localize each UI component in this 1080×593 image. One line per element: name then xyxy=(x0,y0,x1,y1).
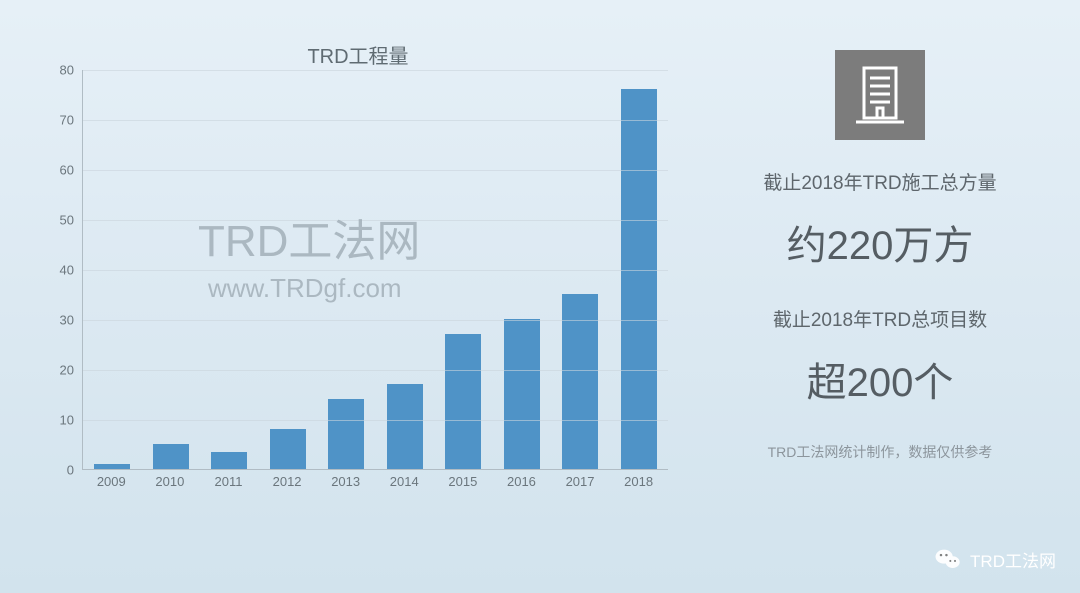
y-tick-label: 60 xyxy=(60,163,74,178)
bar xyxy=(211,452,247,470)
footer-brand-badge: TRD工法网 xyxy=(934,545,1056,573)
bar xyxy=(621,89,657,469)
footer-brand-text: TRD工法网 xyxy=(970,547,1056,572)
x-tick-label: 2013 xyxy=(316,474,375,489)
bar xyxy=(445,334,481,469)
grid-line xyxy=(83,320,668,321)
right-panel: 截止2018年TRD施工总方量 约220万方 截止2018年TRD总项目数 超2… xyxy=(720,50,1040,462)
y-tick-label: 70 xyxy=(60,113,74,128)
y-tick-label: 20 xyxy=(60,363,74,378)
page-root: TRD工程量 01020304050607080 200920102011201… xyxy=(0,0,1080,593)
grid-line xyxy=(83,120,668,121)
stat2-value: 超200个 xyxy=(720,350,1040,408)
x-tick-label: 2011 xyxy=(199,474,258,489)
chart-plot-area xyxy=(82,70,668,470)
stat1-value: 约220万方 xyxy=(720,213,1040,271)
bar xyxy=(387,384,423,469)
y-tick-label: 50 xyxy=(60,213,74,228)
grid-line xyxy=(83,70,668,71)
x-tick-label: 2012 xyxy=(258,474,317,489)
y-tick-label: 40 xyxy=(60,263,74,278)
wechat-icon xyxy=(934,545,962,573)
bar xyxy=(328,399,364,469)
x-axis-labels: 2009201020112012201320142015201620172018 xyxy=(82,474,668,489)
y-tick-label: 30 xyxy=(60,313,74,328)
bar xyxy=(270,429,306,469)
chart-title: TRD工程量 xyxy=(48,40,668,69)
y-tick-label: 80 xyxy=(60,63,74,78)
grid-line xyxy=(83,220,668,221)
stat1-label: 截止2018年TRD施工总方量 xyxy=(720,168,1040,195)
building-icon xyxy=(835,50,925,140)
grid-line xyxy=(83,170,668,171)
stat2-label: 截止2018年TRD总项目数 xyxy=(720,305,1040,332)
chart-container: TRD工程量 01020304050607080 200920102011201… xyxy=(48,40,668,500)
disclaimer-text: TRD工法网统计制作，数据仅供参考 xyxy=(720,442,1040,462)
x-tick-label: 2016 xyxy=(492,474,551,489)
bar xyxy=(153,444,189,469)
x-tick-label: 2010 xyxy=(141,474,200,489)
grid-line xyxy=(83,270,668,271)
x-tick-label: 2017 xyxy=(551,474,610,489)
y-tick-label: 0 xyxy=(67,463,74,478)
y-axis: 01020304050607080 xyxy=(48,70,78,470)
grid-line xyxy=(83,420,668,421)
bar xyxy=(94,464,130,469)
y-tick-label: 10 xyxy=(60,413,74,428)
grid-line xyxy=(83,370,668,371)
x-tick-label: 2014 xyxy=(375,474,434,489)
x-tick-label: 2018 xyxy=(609,474,668,489)
bar xyxy=(504,319,540,469)
x-tick-label: 2009 xyxy=(82,474,141,489)
x-tick-label: 2015 xyxy=(434,474,493,489)
